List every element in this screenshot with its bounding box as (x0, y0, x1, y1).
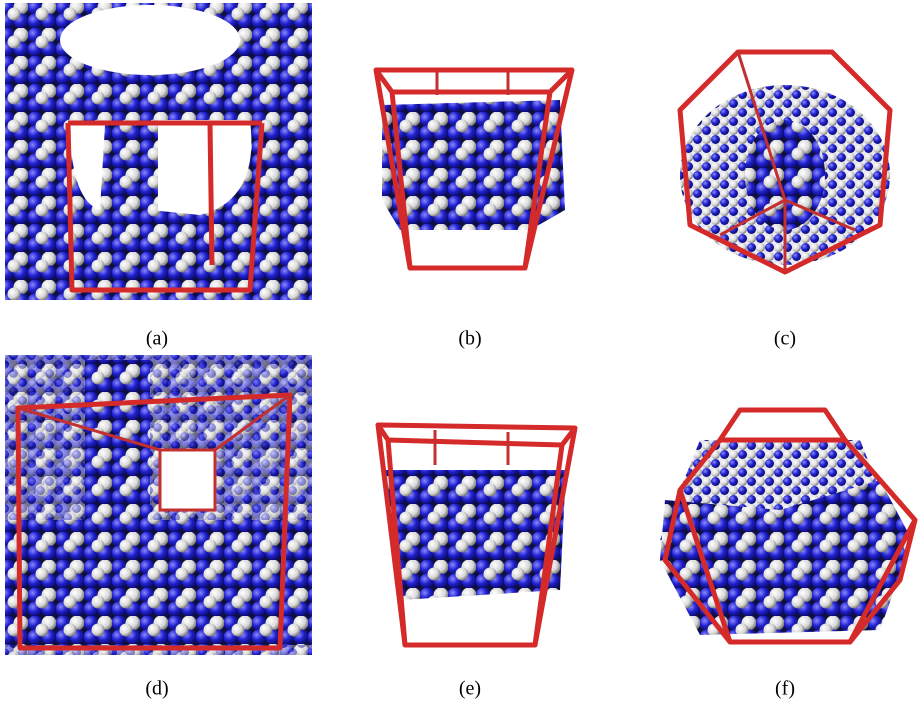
panel-e-image (378, 425, 575, 645)
panel-label: (d) (145, 678, 168, 700)
panel-b-image (376, 70, 572, 268)
panel-label: (b) (458, 328, 481, 350)
figure: (a) (b) (c) (d) (e) (f) (0, 0, 919, 708)
panel-a-image (5, 3, 312, 300)
panel-label: (a) (146, 328, 168, 350)
panel-label: (e) (459, 678, 481, 700)
panel-f-image (660, 410, 915, 642)
panel-label: (c) (774, 328, 796, 350)
panel-d-image (5, 355, 312, 655)
panel-c-image (680, 52, 890, 272)
panel-label: (f) (775, 678, 795, 700)
